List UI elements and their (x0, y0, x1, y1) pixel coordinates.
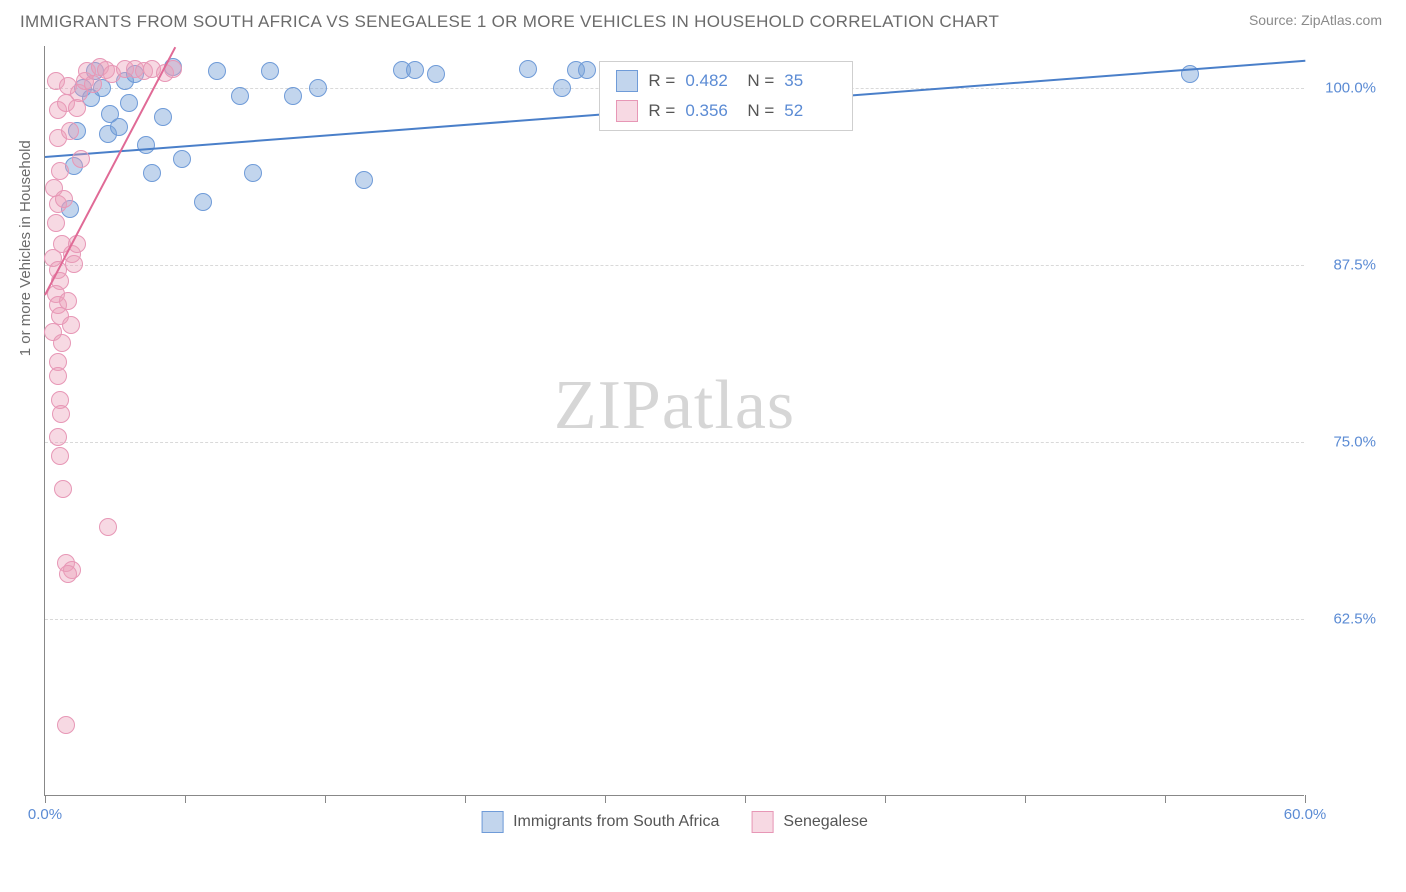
scatter-point (65, 255, 83, 273)
scatter-point (110, 118, 128, 136)
watermark-thin: atlas (662, 367, 795, 444)
scatter-point (47, 214, 65, 232)
scatter-point (51, 447, 69, 465)
scatter-point (309, 79, 327, 97)
scatter-point (72, 150, 90, 168)
legend-stats: R = 0.482 N = 35 R = 0.356 N = 52 (599, 61, 853, 131)
gridline-h (45, 442, 1304, 443)
scatter-point (244, 164, 262, 182)
scatter-point (49, 367, 67, 385)
scatter-point (231, 87, 249, 105)
xtick (45, 795, 46, 803)
xtick (465, 795, 466, 803)
scatter-point (120, 94, 138, 112)
legend-swatch (751, 811, 773, 833)
ytick-label: 75.0% (1312, 434, 1376, 451)
plot-area: ZIPatlas 1 or more Vehicles in Household… (44, 46, 1304, 796)
xtick (185, 795, 186, 803)
xtick-label: 60.0% (1284, 806, 1327, 823)
chart-container: ZIPatlas 1 or more Vehicles in Household… (44, 46, 1384, 836)
scatter-point (194, 193, 212, 211)
scatter-point (137, 136, 155, 154)
scatter-point (208, 62, 226, 80)
xtick (1165, 795, 1166, 803)
xtick (325, 795, 326, 803)
scatter-point (553, 79, 571, 97)
scatter-point (173, 150, 191, 168)
legend-swatch (616, 100, 638, 122)
xtick (885, 795, 886, 803)
stat-r-value: 0.356 (685, 101, 737, 121)
scatter-point (578, 61, 596, 79)
gridline-h (45, 265, 1304, 266)
scatter-point (99, 518, 117, 536)
scatter-point (406, 61, 424, 79)
legend-label: Senegalese (783, 813, 868, 831)
scatter-point (57, 716, 75, 734)
scatter-point (154, 108, 172, 126)
stat-n-value: 52 (784, 101, 836, 121)
scatter-point (51, 162, 69, 180)
scatter-point (52, 405, 70, 423)
chart-source: Source: ZipAtlas.com (1249, 12, 1382, 28)
scatter-point (284, 87, 302, 105)
scatter-point (59, 565, 77, 583)
ytick-label: 62.5% (1312, 611, 1376, 628)
legend-swatch (481, 811, 503, 833)
scatter-point (59, 292, 77, 310)
legend-item: Immigrants from South Africa (481, 811, 719, 833)
stat-r-value: 0.482 (685, 71, 737, 91)
watermark: ZIPatlas (554, 366, 795, 446)
xtick-label: 0.0% (28, 806, 62, 823)
watermark-bold: ZIP (554, 367, 662, 444)
ytick-label: 100.0% (1312, 80, 1376, 97)
scatter-point (68, 99, 86, 117)
scatter-point (84, 75, 102, 93)
scatter-point (143, 164, 161, 182)
scatter-point (355, 171, 373, 189)
scatter-point (53, 334, 71, 352)
scatter-point (519, 60, 537, 78)
stat-n-value: 35 (784, 71, 836, 91)
chart-title: IMMIGRANTS FROM SOUTH AFRICA VS SENEGALE… (20, 12, 999, 32)
legend-stats-row: R = 0.356 N = 52 (600, 96, 852, 126)
xtick (1025, 795, 1026, 803)
legend-stats-row: R = 0.482 N = 35 (600, 66, 852, 96)
chart-header: IMMIGRANTS FROM SOUTH AFRICA VS SENEGALE… (0, 0, 1406, 40)
legend-label: Immigrants from South Africa (513, 813, 719, 831)
scatter-point (54, 480, 72, 498)
scatter-point (55, 190, 73, 208)
bottom-legend: Immigrants from South Africa Senegalese (481, 811, 868, 833)
xtick (1305, 795, 1306, 803)
legend-swatch (616, 70, 638, 92)
scatter-point (62, 316, 80, 334)
stat-r-label: R = (648, 101, 675, 121)
stat-n-label: N = (747, 71, 774, 91)
legend-item: Senegalese (751, 811, 868, 833)
scatter-point (61, 122, 79, 140)
y-axis-label: 1 or more Vehicles in Household (17, 140, 34, 356)
scatter-point (427, 65, 445, 83)
stat-n-label: N = (747, 101, 774, 121)
scatter-point (49, 428, 67, 446)
xtick (605, 795, 606, 803)
gridline-h (45, 619, 1304, 620)
xtick (745, 795, 746, 803)
stat-r-label: R = (648, 71, 675, 91)
ytick-label: 87.5% (1312, 257, 1376, 274)
scatter-point (261, 62, 279, 80)
